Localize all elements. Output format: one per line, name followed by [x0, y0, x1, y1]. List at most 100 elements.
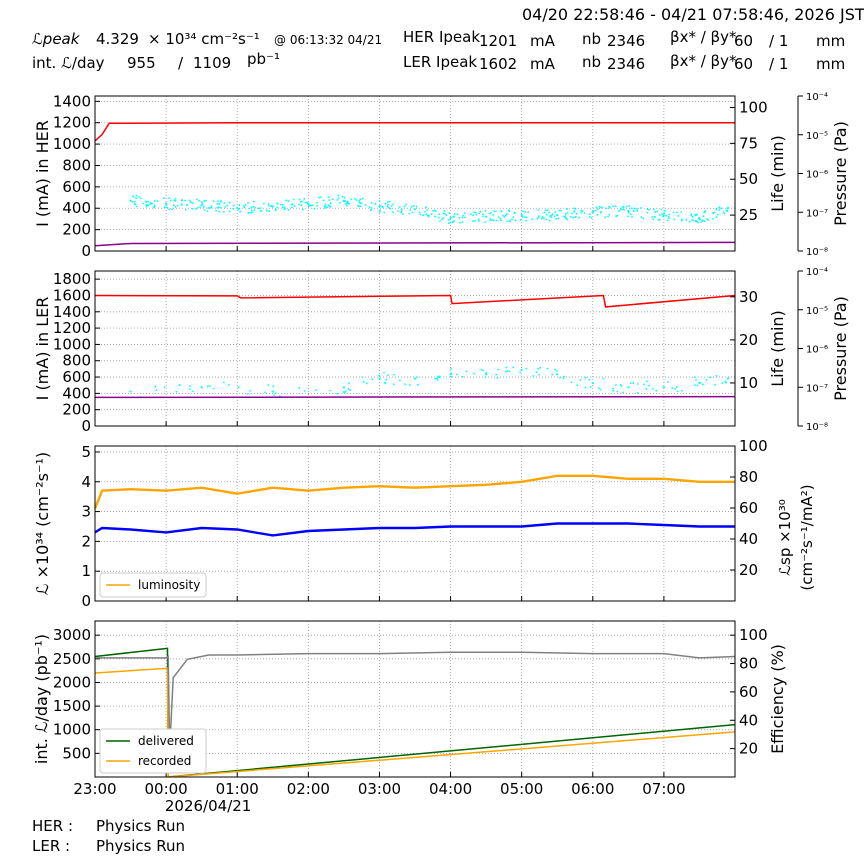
life-data-point: [436, 378, 439, 381]
y-tick-label: 1000: [53, 135, 91, 153]
series-line-0: [94, 294, 736, 308]
y-tick-label: 1400: [53, 92, 91, 110]
y2-tick-label: 100: [739, 626, 768, 644]
y2-tick-label: 20: [739, 561, 758, 579]
y-tick-label: 200: [62, 401, 91, 419]
life-data-point: [378, 205, 381, 208]
life-data-point: [195, 208, 197, 210]
life-data-point: [292, 198, 295, 201]
life-data-point: [600, 206, 603, 209]
life-data-point: [505, 366, 508, 369]
y-axis-label: ℒ ×10³⁴ (cm⁻²s⁻¹): [33, 452, 52, 595]
life-data-point: [622, 205, 624, 208]
life-data-point: [473, 372, 476, 375]
life-data-point: [701, 383, 704, 386]
y-tick-label: 1600: [53, 286, 91, 304]
life-data-point: [554, 211, 557, 214]
y-axis-label: I (mA) in HER: [33, 120, 52, 227]
series-line-1: [94, 522, 735, 537]
life-data-point: [153, 205, 156, 208]
life-data-point: [578, 216, 581, 219]
life-data-point: [385, 378, 388, 381]
life-data-point: [462, 214, 465, 217]
life-data-point: [302, 208, 304, 211]
life-data-point: [358, 200, 361, 202]
life-data-point: [435, 377, 438, 380]
life-data-point: [571, 212, 573, 215]
life-data-point: [704, 210, 707, 212]
life-data-point: [657, 218, 660, 221]
life-data-point: [574, 216, 577, 219]
life-data-point: [268, 210, 271, 213]
life-data-point: [513, 212, 516, 215]
life-data-point: [298, 386, 301, 389]
life-data-point: [717, 213, 719, 216]
y2-axis-label: Life (min): [768, 135, 787, 212]
life-data-point: [425, 206, 427, 209]
life-data-point: [217, 200, 219, 202]
life-data-point: [146, 204, 149, 207]
life-data-point: [416, 376, 418, 379]
life-data-point: [387, 203, 389, 206]
life-data-point: [579, 378, 582, 381]
life-data-point: [171, 208, 174, 211]
life-data-point: [174, 197, 177, 200]
life-data-point: [290, 203, 293, 206]
life-data-point: [456, 213, 459, 216]
life-data-point: [195, 198, 198, 201]
life-data-point: [360, 202, 363, 205]
life-data-point: [537, 216, 540, 219]
life-data-point: [415, 205, 418, 208]
life-data-point: [584, 376, 587, 379]
life-data-point: [482, 369, 485, 372]
life-data-point: [474, 219, 476, 222]
life-data-point: [156, 200, 159, 203]
life-data-point: [705, 379, 708, 381]
life-data-point: [307, 205, 310, 208]
life-data-point: [570, 381, 573, 384]
life-data-point: [303, 197, 306, 200]
her-ipeak-label: HER Ipeak: [403, 28, 480, 46]
life-data-point: [448, 212, 451, 215]
life-data-point: [306, 201, 308, 204]
life-data-point: [497, 216, 500, 219]
life-data-point: [174, 200, 177, 202]
life-data-point: [300, 204, 303, 207]
y-tick-label: 800: [62, 352, 91, 370]
life-data-point: [250, 211, 252, 214]
life-data-point: [355, 199, 358, 201]
life-data-point: [495, 219, 498, 222]
ler-status-label: LER :: [32, 837, 71, 855]
life-data-point: [464, 216, 466, 219]
life-data-point: [525, 367, 528, 370]
life-data-point: [181, 199, 184, 201]
life-data-point: [524, 216, 526, 219]
plot-frame: [94, 270, 736, 427]
intl-unit: pb⁻¹: [247, 50, 280, 68]
her-beta-y: / 1: [769, 32, 789, 50]
life-data-point: [430, 213, 433, 215]
life-data-point: [134, 203, 137, 206]
ler-beta-x: 60: [734, 55, 754, 73]
life-data-point: [681, 218, 684, 221]
life-data-point: [364, 204, 367, 206]
life-data-point: [703, 220, 706, 223]
life-data-point: [675, 386, 678, 388]
life-data-point: [267, 203, 270, 206]
life-data-point: [627, 386, 630, 389]
life-data-point: [648, 208, 650, 211]
life-data-point: [184, 208, 187, 211]
life-data-point: [390, 205, 393, 207]
life-data-point: [361, 376, 364, 379]
y2-tick-label: 100: [739, 98, 768, 116]
life-data-point: [677, 214, 680, 217]
life-data-point: [619, 208, 622, 211]
life-data-point: [668, 217, 670, 220]
life-data-point: [607, 215, 609, 218]
life-data-point: [403, 205, 406, 208]
ler-ipeak-value: 1602: [479, 55, 518, 73]
life-data-point: [248, 207, 251, 210]
y-tick-label: 1000: [53, 335, 91, 353]
life-data-point: [228, 201, 231, 204]
life-data-point: [287, 209, 290, 211]
